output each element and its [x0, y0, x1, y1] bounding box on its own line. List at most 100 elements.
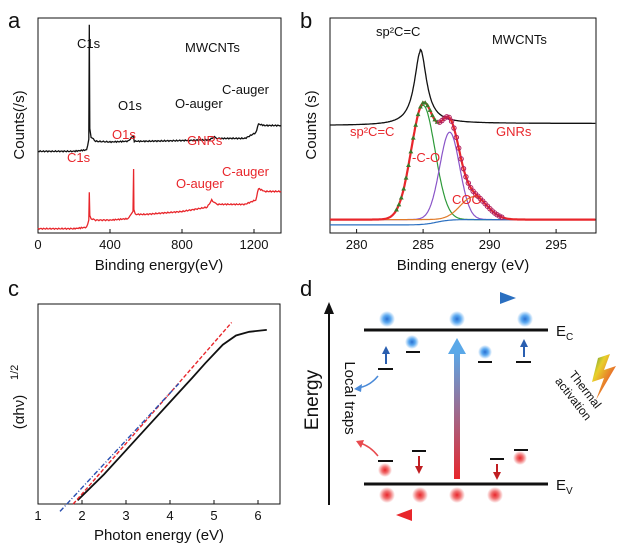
data-marker	[418, 104, 423, 109]
panel-a-letter: a	[8, 8, 21, 33]
electron-dot	[517, 311, 533, 327]
panel-a-x-ticks: 0 400 800 1200	[34, 229, 268, 252]
a-gn-o1s-label: O1s	[112, 127, 136, 142]
x-tick-label: 295	[545, 237, 567, 252]
x-tick-label: 3	[122, 508, 129, 523]
b-sp2-red-label: sp²C=C	[350, 124, 394, 139]
panel-a-series	[37, 24, 282, 231]
data-marker	[415, 111, 421, 117]
a-mw-cauger-label: C-auger	[222, 82, 270, 97]
a-mw-c1s-label: C1s	[77, 36, 101, 51]
svg-text:(αhν): (αhν)	[11, 395, 28, 430]
panel-a: a 0 400 800 1200 Binding energy(eV) Counts(…	[8, 8, 282, 274]
panel-c: c 1 2 3 4 5 6 Photon energy (eV) (αhν) 1/2	[8, 276, 281, 544]
data-marker	[463, 174, 469, 180]
data-marker	[432, 117, 438, 122]
data-marker	[401, 186, 407, 191]
hole-dot	[449, 487, 465, 503]
panel-b-letter: b	[300, 8, 312, 33]
a-mw-o1s-label: O1s	[118, 98, 142, 113]
a-gn-c1s-label: C1s	[67, 150, 91, 165]
a-mw-oauger-label: O-auger	[175, 96, 223, 111]
x-tick-label: 400	[99, 237, 121, 252]
electron-dot	[379, 311, 395, 327]
data-marker	[446, 114, 452, 121]
panel-c-x-label: Photon energy (eV)	[94, 527, 224, 544]
panel-b: b 280 285 290 295 Binding energy (eV) Count…	[300, 8, 597, 274]
data-marker	[453, 134, 460, 141]
a-gn-cauger-label: C-auger	[222, 164, 270, 179]
ev-label: EV	[556, 477, 573, 497]
b-co-label: -C-O	[412, 150, 440, 165]
panel-b-x-ticks: 280 285 290 295	[346, 229, 567, 252]
panel-c-series	[59, 322, 267, 512]
x-tick-label: 1200	[240, 237, 269, 252]
panel-b-y-label: Counts (s)	[303, 90, 320, 159]
x-tick-label: 280	[346, 237, 368, 252]
local-traps-label: Local traps	[341, 361, 358, 434]
data-marker	[458, 156, 464, 162]
tauc-curve-line	[76, 329, 267, 501]
data-marker	[425, 103, 431, 108]
mwcnt-c1s-line	[330, 48, 596, 126]
a-gn-oauger-label: O-auger	[176, 176, 224, 191]
data-marker	[430, 112, 435, 118]
trap-red-curve-arrow-icon	[359, 442, 379, 457]
x-tick-label: 0	[34, 237, 41, 252]
svg-text:1/2: 1/2	[9, 365, 21, 380]
data-marker	[403, 175, 409, 180]
gnr-survey-line	[37, 168, 282, 231]
ec-label: EC	[556, 323, 573, 343]
data-marker	[451, 125, 457, 131]
thermal-activation-bolt-icon	[592, 354, 616, 400]
data-marker	[408, 149, 414, 154]
data-marker	[413, 122, 419, 127]
hole-dot	[487, 487, 503, 503]
red-linear-fit-line	[72, 322, 233, 505]
energy-axis-arrow-icon	[324, 302, 334, 314]
a-gn-name-label: GNRs	[187, 133, 223, 148]
b-gn-name-label: GNRs	[496, 124, 532, 139]
b-coo-label: COO	[452, 192, 482, 207]
electron-dot	[405, 335, 419, 349]
a-mw-name-label: MWCNTs	[185, 40, 240, 55]
panel-a-y-label: Counts(/s)	[11, 90, 28, 159]
data-marker	[396, 202, 402, 207]
panel-a-x-label: Binding energy(eV)	[95, 257, 223, 274]
data-marker	[422, 100, 428, 105]
panel-b-series	[330, 48, 596, 226]
x-tick-label: 285	[412, 237, 434, 252]
panel-a-frame	[37, 17, 282, 234]
hole-dot	[378, 463, 392, 477]
data-marker	[456, 145, 462, 151]
data-marker	[465, 180, 472, 186]
panel-c-letter: c	[8, 276, 19, 301]
panel-d-letter: d	[300, 276, 312, 301]
hole-dot	[379, 487, 395, 503]
electron-dot	[478, 345, 492, 359]
mwcnt-survey-line	[37, 24, 282, 153]
data-marker	[427, 107, 433, 112]
excitation-arrow-icon	[454, 352, 460, 479]
data-marker	[406, 162, 411, 168]
blue-linear-fit-line	[59, 383, 180, 512]
hole-dot	[412, 487, 428, 503]
data-marker	[410, 135, 416, 140]
panel-d-energy-diagram: d Energy EC EV Local traps	[300, 276, 616, 521]
gnr-fit-envelope-line	[330, 101, 596, 221]
x-tick-label: 290	[479, 237, 501, 252]
electron-dot	[449, 311, 465, 327]
panel-c-frame	[37, 303, 281, 505]
x-tick-label: 6	[254, 508, 261, 523]
panel-c-y-label: (αhν) 1/2	[9, 365, 28, 430]
x-tick-label: 4	[166, 508, 173, 523]
x-tick-label: 800	[171, 237, 193, 252]
x-tick-label: 2	[78, 508, 85, 523]
b-mw-name-label: MWCNTs	[492, 32, 547, 47]
data-marker	[448, 118, 455, 124]
data-marker	[460, 165, 467, 172]
data-marker	[398, 195, 404, 200]
panel-c-x-ticks: 1 2 3 4 5 6	[34, 500, 262, 523]
hole-dot	[513, 451, 527, 465]
